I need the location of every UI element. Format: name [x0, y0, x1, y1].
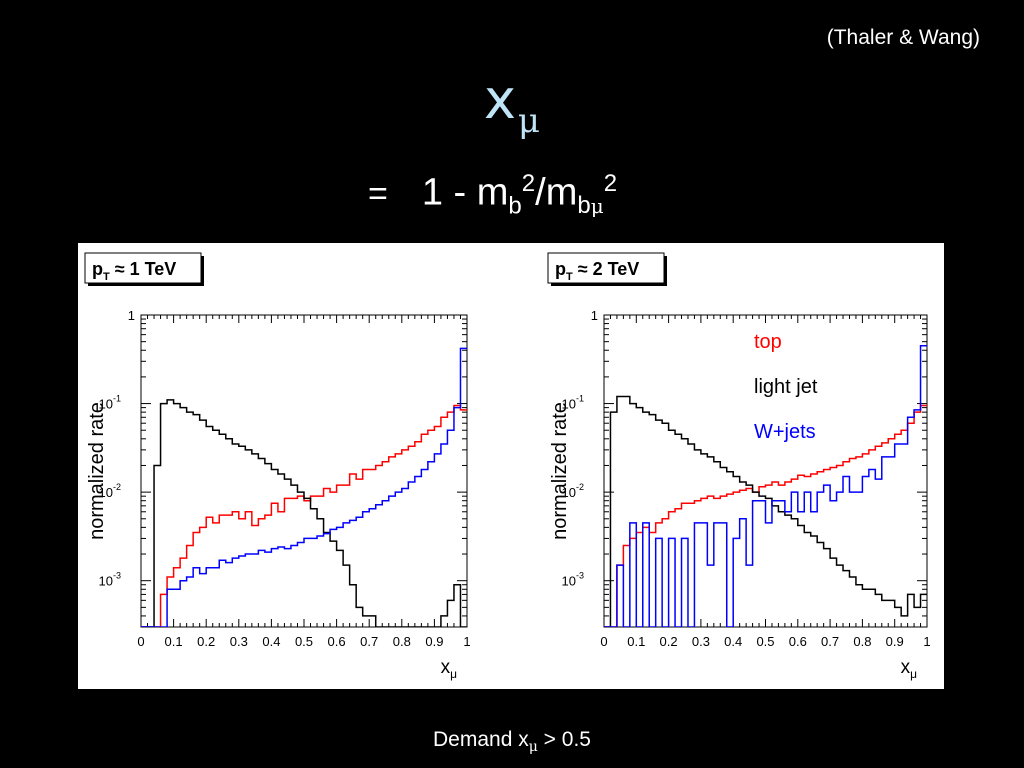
x-tick-label: 0.1 [165, 634, 183, 649]
formula: = 1 - mb2/mbμ2 [368, 170, 617, 220]
x-tick-label: 0.6 [789, 634, 807, 649]
footer-note: Demand xμ > 0.5 [0, 728, 1024, 755]
x-tick-label: 1 [923, 634, 930, 649]
x-tick-label: 0.2 [660, 634, 678, 649]
figure-panel: pT ≈ 1 TeV 0 0.1 0.2 0.3 0.4 0.5 0.6 0.7 0.8 0.9 1 1… [78, 243, 944, 689]
citation: (Thaler & Wang) [826, 26, 980, 49]
chart-1: pT ≈ 1 TeV 0 0.1 0.2 0.3 0.4 0.5 0.6 0.7 0.8 0.9 1 1… [84, 252, 471, 681]
plot-frame [603, 314, 928, 628]
series-top [141, 404, 467, 627]
x-tick-label: 0.5 [295, 634, 313, 649]
x-tick-label: 0.8 [393, 634, 411, 649]
y-tick-label: 10-2 [99, 482, 121, 500]
y-axis-label: normalized rate [549, 402, 571, 540]
legend-entry: light jet [754, 376, 818, 398]
series-top [604, 404, 927, 627]
panel-label: pT ≈ 2 TeV [555, 259, 639, 283]
x-tick-label: 0.8 [853, 634, 871, 649]
footer-post: > 0.5 [537, 728, 591, 751]
y-tick-label: 10-3 [99, 571, 121, 589]
legend-entry: W+jets [754, 421, 816, 443]
y-axis-label: normalized rate [86, 402, 108, 540]
y-tick-label: 10-1 [562, 394, 584, 412]
series-w-jets [604, 344, 927, 627]
x-axis-label: xμ [441, 657, 458, 681]
y-tick-label: 10-1 [99, 394, 121, 412]
x-axis-label: xμ [901, 657, 918, 681]
series-w-jets [141, 347, 467, 627]
y-tick-label: 10-3 [562, 571, 584, 589]
chart-2: pT ≈ 2 TeV 0 0.1 0.2 0.3 0.4 0.5 0.6 0.7 0.8 0.9 1 1… [547, 252, 931, 681]
panel-label-box [547, 252, 665, 284]
series-light-jet [604, 395, 927, 627]
x-tick-label: 0 [600, 634, 607, 649]
x-tick-label: 0.3 [230, 634, 248, 649]
x-tick-label: 0.9 [886, 634, 904, 649]
plot-frame [140, 314, 468, 628]
legend-entry: top [754, 331, 782, 353]
formula-sub-bmu: bμ [577, 192, 603, 219]
formula-sup-2: 2 [603, 170, 618, 197]
x-tick-label: 0.7 [821, 634, 839, 649]
formula-sup-1: 2 [521, 170, 536, 197]
y-tick-label: 10-2 [562, 482, 584, 500]
x-tick-label: 0.4 [262, 634, 280, 649]
x-tick-label: 0.7 [360, 634, 378, 649]
x-tick-label: 0.6 [328, 634, 346, 649]
formula-equals: = [368, 174, 388, 213]
panel-label: pT ≈ 1 TeV [92, 259, 176, 283]
title-subscript: μ [517, 101, 541, 141]
x-tick-label: 0.3 [692, 634, 710, 649]
series-light-jet [141, 399, 467, 627]
footer-subscript: μ [528, 739, 538, 755]
x-tick-label: 1 [463, 634, 470, 649]
y-tick-label: 1 [128, 308, 135, 323]
formula-slash: /m [535, 171, 578, 214]
x-tick-label: 0.1 [627, 634, 645, 649]
formula-lead: 1 - m [421, 171, 509, 214]
slide-title: xμ [0, 68, 1024, 141]
histogram-figure: pT ≈ 1 TeV 0 0.1 0.2 0.3 0.4 0.5 0.6 0.7 0.8 0.9 1 1… [84, 252, 931, 681]
panel-label-box [84, 252, 202, 284]
footer-pre: Demand x [433, 728, 529, 751]
y-tick-label: 1 [591, 308, 598, 323]
x-tick-label: 0.4 [724, 634, 742, 649]
x-tick-label: 0.2 [197, 634, 215, 649]
x-tick-label: 0.5 [756, 634, 774, 649]
formula-sub2-mu: μ [590, 194, 604, 219]
x-tick-label: 0.9 [425, 634, 443, 649]
formula-sub2-b: b [577, 192, 591, 220]
title-main: x [483, 68, 516, 131]
formula-sub-b: b [508, 192, 522, 220]
x-tick-label: 0 [137, 634, 144, 649]
